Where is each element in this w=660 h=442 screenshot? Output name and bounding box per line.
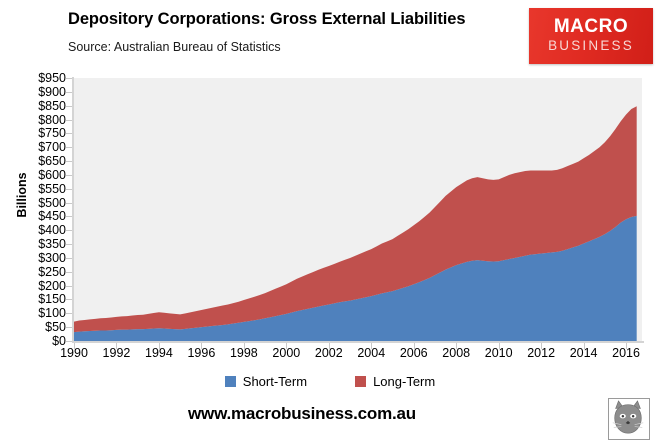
- legend-swatch-short-term: [224, 376, 236, 387]
- y-tick-mark: [66, 313, 72, 315]
- x-tick-label: 2010: [484, 346, 513, 360]
- y-tick-mark: [66, 230, 72, 232]
- y-tick-label: $100: [38, 306, 66, 321]
- y-tick-mark: [66, 188, 72, 190]
- y-tick-mark: [66, 161, 72, 163]
- y-tick-label: $750: [38, 126, 66, 141]
- x-tick-mark: [626, 343, 628, 349]
- y-tick-mark: [66, 105, 72, 107]
- x-tick-label: 1996: [187, 346, 216, 360]
- y-tick-mark: [66, 257, 72, 259]
- y-tick-label: $450: [38, 209, 66, 224]
- y-tick-mark: [66, 341, 72, 342]
- x-tick-mark: [456, 343, 458, 349]
- y-tick-mark: [66, 327, 72, 329]
- y-tick-label: $50: [45, 320, 66, 335]
- x-tick-mark: [541, 343, 543, 349]
- stacked-area-chart: [74, 106, 637, 341]
- chart-source-subtitle: Source: Australian Bureau of Statistics: [68, 40, 281, 54]
- x-tick-label: 1990: [60, 346, 88, 360]
- legend-label-short-term: Short-Term: [242, 374, 308, 389]
- x-tick-label: 2012: [527, 346, 556, 360]
- x-tick-mark: [243, 343, 245, 349]
- legend-item-long-term[interactable]: Long-Term: [355, 374, 435, 389]
- legend-item-short-term[interactable]: Short-Term: [224, 374, 308, 389]
- x-tick-label: 1992: [102, 346, 131, 360]
- plot-area: [74, 78, 642, 341]
- x-tick-label: 1994: [145, 346, 173, 360]
- x-tick-label: 2016: [612, 346, 640, 360]
- y-tick-mark: [66, 174, 72, 176]
- area-series-long-term: [74, 106, 637, 333]
- macrobusiness-logo: MACRO BUSINESS: [529, 8, 653, 64]
- y-tick-mark: [66, 299, 72, 301]
- y-tick-label: $650: [38, 154, 66, 169]
- y-tick-label: $900: [38, 84, 66, 99]
- lynx-head-icon: [608, 398, 650, 440]
- y-tick-label: $0: [52, 334, 66, 348]
- y-tick-mark: [66, 147, 72, 149]
- y-tick-mark: [66, 133, 72, 135]
- y-tick-mark: [66, 202, 72, 204]
- x-tick-label: 2000: [272, 346, 301, 360]
- x-tick-label: 2014: [569, 346, 598, 360]
- x-axis-line: [72, 341, 644, 343]
- x-tick-label: 2002: [314, 346, 343, 360]
- y-axis-line: [72, 77, 74, 342]
- y-tick-mark: [66, 285, 72, 287]
- page-title: Depository Corporations: Gross External …: [68, 10, 466, 28]
- y-tick-label: $300: [38, 250, 66, 265]
- y-tick-label: $250: [38, 264, 66, 279]
- legend-label-long-term: Long-Term: [373, 374, 436, 389]
- y-tick-label: $600: [38, 167, 66, 182]
- x-tick-label: 2006: [399, 346, 428, 360]
- x-tick-mark: [413, 343, 415, 349]
- x-tick-mark: [498, 343, 500, 349]
- y-tick-label: $350: [38, 237, 66, 252]
- footer-website-url[interactable]: www.macrobusiness.com.au: [188, 404, 416, 423]
- y-tick-label: $700: [38, 140, 66, 155]
- x-tick-mark: [201, 343, 203, 349]
- x-tick-label: 2004: [357, 346, 386, 360]
- y-tick-label: $550: [38, 181, 66, 196]
- y-tick-label: $400: [38, 223, 66, 238]
- x-tick-mark: [74, 343, 75, 349]
- y-tick-label: $850: [38, 98, 66, 113]
- y-tick-mark: [66, 78, 72, 79]
- x-tick-mark: [371, 343, 373, 349]
- x-tick-mark: [286, 343, 288, 349]
- y-tick-label: $500: [38, 195, 66, 210]
- y-tick-mark: [66, 244, 72, 246]
- y-tick-mark: [66, 91, 72, 93]
- x-tick-mark: [158, 343, 160, 349]
- y-tick-mark: [66, 119, 72, 121]
- logo-text-macro: MACRO: [553, 16, 629, 37]
- x-tick-label: 2008: [442, 346, 471, 360]
- y-tick-mark: [66, 271, 72, 273]
- x-tick-mark: [116, 343, 118, 349]
- y-tick-label: $200: [38, 278, 66, 293]
- y-tick-label: $150: [38, 292, 66, 307]
- logo-text-business: BUSINESS: [548, 38, 634, 53]
- y-tick-label: $800: [38, 112, 66, 127]
- legend-swatch-long-term: [355, 376, 367, 387]
- y-tick-label: $950: [38, 71, 66, 85]
- x-tick-label: 1998: [229, 346, 258, 360]
- x-tick-mark: [583, 343, 585, 349]
- x-tick-mark: [328, 343, 330, 349]
- area-series-short-term: [74, 215, 637, 341]
- chart-legend: Short-Term Long-Term: [0, 374, 660, 389]
- y-axis-tick-labels: $0 $50 $100 $150 $200 $250 $300 $350 $400 $450 $50…: [0, 0, 72, 442]
- y-tick-mark: [66, 216, 72, 218]
